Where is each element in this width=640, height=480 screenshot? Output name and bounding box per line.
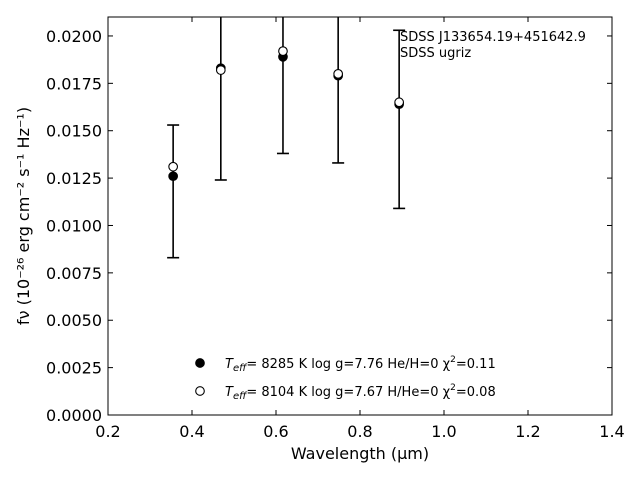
data-point-filled: [168, 171, 178, 182]
plot-frame: [107, 16, 613, 416]
annotation-line: SDSS ugriz: [400, 46, 471, 61]
x-tick-label: 0.6: [263, 422, 288, 441]
x-tick-label: 1.4: [599, 422, 624, 441]
data-point-open: [394, 97, 404, 108]
y-tick-label: 0.0050: [46, 311, 102, 330]
y-tick-label: 0.0075: [46, 264, 102, 283]
legend-marker-open: [195, 386, 205, 396]
points-layer: [168, 46, 404, 182]
y-tick-label: 0.0025: [46, 359, 102, 378]
legend-entry-label: Teff= 8104 K log g=7.67 H/He=0 χ2=0.08: [225, 383, 496, 402]
legend-entry-label: Teff= 8285 K log g=7.76 He/H=0 χ2=0.11: [225, 355, 496, 374]
y-axis-label: fν (10⁻²⁶ erg cm⁻² s⁻¹ Hz⁻¹): [14, 107, 33, 325]
y-tick-label: 0.0175: [46, 74, 102, 93]
data-point-open: [168, 161, 178, 172]
x-tick-label: 1.2: [515, 422, 540, 441]
x-tick-label: 0.8: [347, 422, 372, 441]
y-tick-label: 0.0150: [46, 122, 102, 141]
y-tick-label: 0.0000: [46, 406, 102, 425]
data-point-open: [278, 46, 288, 56]
ticks-layer: 0.2 0.4 0.6 0.8 1.0 1.2 1.4 0.0000 0.0025 0.0050 0…: [46, 17, 625, 441]
x-tick-label: 1.0: [431, 422, 456, 441]
data-point-open: [333, 69, 344, 79]
x-tick-label: 0.2: [95, 422, 120, 441]
y-tick-label: 0.0100: [46, 216, 102, 235]
y-tick-label: 0.0125: [46, 169, 102, 188]
y-tick-label: 0.0200: [46, 27, 102, 46]
x-axis-label: Wavelength (μm): [291, 444, 429, 463]
legend-layer: Teff= 8285 K log g=7.76 He/H=0 χ2=0.11 Te…: [195, 355, 496, 402]
annotation-line: SDSS J133654.19+451642.9: [400, 30, 586, 45]
x-tick-label: 0.4: [179, 422, 204, 441]
errorbars-layer: [167, 17, 406, 259]
legend-marker-filled: [195, 358, 205, 368]
data-point-open: [215, 65, 226, 75]
